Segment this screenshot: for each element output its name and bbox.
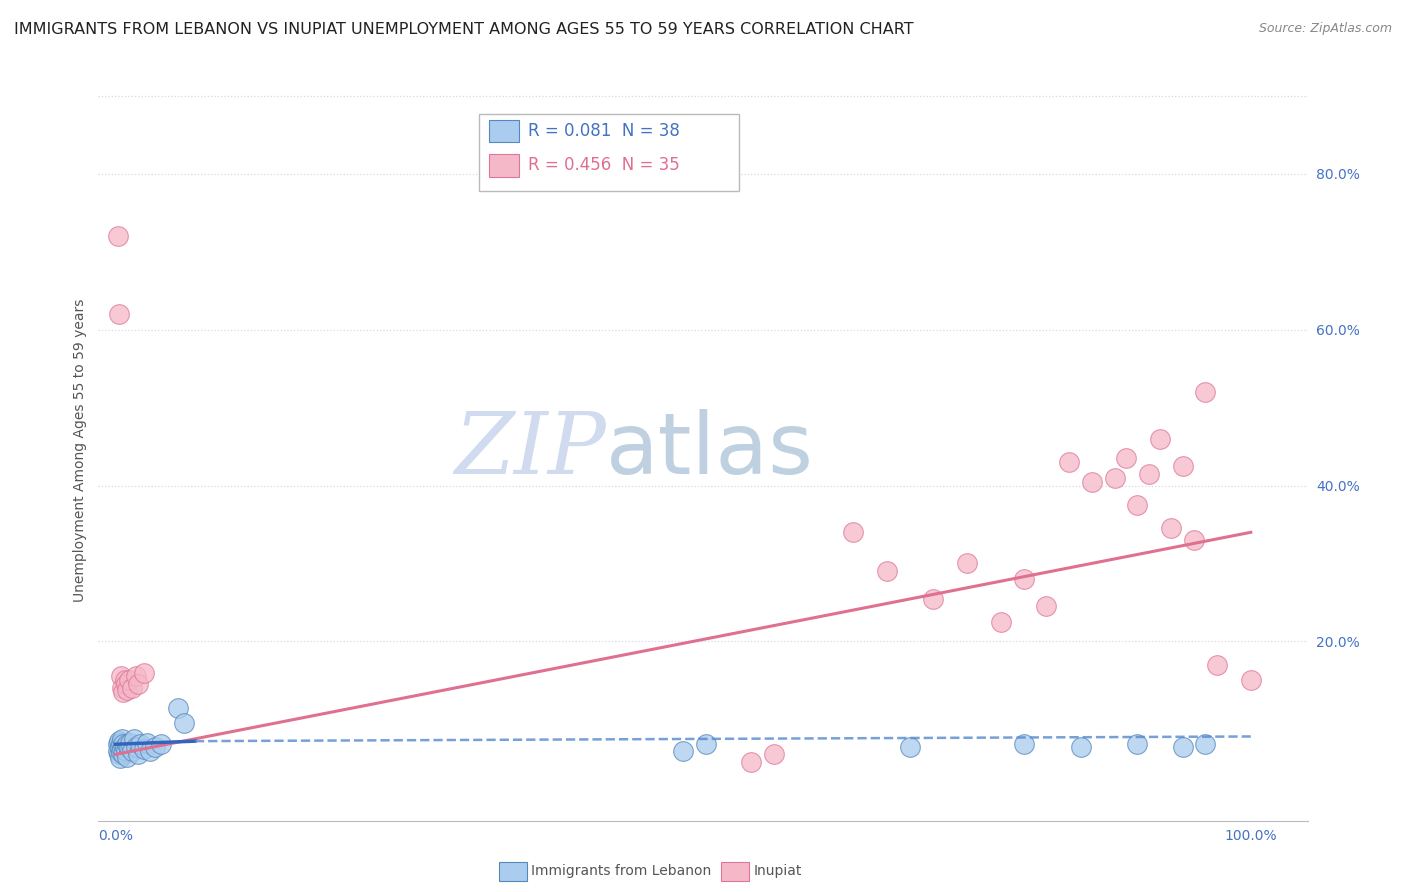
Point [1171,739,1194,754]
Point [1126,498,1149,512]
Point [136,736,159,750]
Point [114,673,136,688]
Point [111,681,134,695]
Point [110,736,132,750]
Text: IMMIGRANTS FROM LEBANON VS INUPIAT UNEMPLOYMENT AMONG AGES 55 TO 59 YEARS CORREL: IMMIGRANTS FROM LEBANON VS INUPIAT UNEMP… [14,22,914,37]
Point [138,743,160,757]
Text: atlas: atlas [606,409,814,492]
Text: Immigrants from Lebanon: Immigrants from Lebanon [531,864,711,879]
Bar [489,120,519,142]
Point [695,737,717,751]
Point [1171,458,1194,473]
Point [1205,657,1227,672]
Text: R = 0.081  N = 38: R = 0.081 N = 38 [527,121,679,140]
Point [143,739,166,754]
Point [876,564,898,578]
Point [125,739,148,754]
Point [127,677,149,691]
Point [111,731,134,746]
Point [118,673,141,688]
Point [127,747,149,762]
Point [1104,471,1126,485]
Point [1126,737,1149,751]
Point [114,677,136,691]
Point [1160,521,1182,535]
Point [121,743,143,757]
Point [956,557,979,571]
Point [1240,673,1263,688]
Point [129,737,152,751]
Point [1115,451,1137,466]
Point [990,615,1012,629]
Y-axis label: Unemployment Among Ages 55 to 59 years: Unemployment Among Ages 55 to 59 years [73,299,87,602]
Point [112,685,135,699]
Point [842,525,865,540]
Point [125,669,148,683]
Point [149,737,172,751]
Point [1081,475,1104,489]
Point [114,739,136,754]
Point [1182,533,1205,547]
Point [118,739,141,754]
Point [1012,572,1035,586]
Point [898,739,921,754]
Point [173,716,195,731]
Point [108,747,131,762]
Text: R = 0.456  N = 35: R = 0.456 N = 35 [527,156,679,175]
Point [108,751,131,765]
Point [1035,599,1057,614]
Point [108,739,131,754]
Point [115,749,138,764]
Point [1069,739,1091,754]
Point [115,737,138,751]
Point [121,681,143,695]
Point [107,743,129,757]
Point [672,743,695,757]
Bar [489,154,519,177]
Point [167,700,190,714]
Text: Inupiat: Inupiat [754,864,801,879]
Point [107,229,129,244]
Point [1194,737,1216,751]
Point [112,737,135,751]
Point [110,669,132,683]
Point [112,747,135,762]
Point [114,743,136,757]
Point [111,742,134,756]
Point [110,745,132,759]
Text: ZIP: ZIP [454,409,606,491]
Point [108,734,131,748]
Point [132,665,155,680]
Point [132,742,155,756]
Point [108,307,131,321]
Point [120,736,142,750]
Point [122,731,145,746]
FancyBboxPatch shape [479,113,740,191]
Point [740,755,762,769]
Point [1149,432,1171,446]
Text: Source: ZipAtlas.com: Source: ZipAtlas.com [1258,22,1392,36]
Point [922,591,945,606]
Point [107,737,129,751]
Point [115,682,138,697]
Point [1194,384,1216,399]
Point [1012,737,1035,751]
Point [1137,467,1160,481]
Point [762,747,785,762]
Point [1057,455,1080,469]
